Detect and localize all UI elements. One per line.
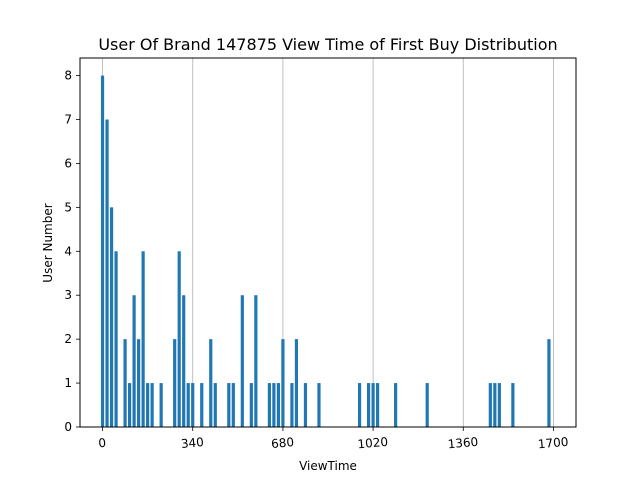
bar-24 xyxy=(254,295,258,427)
bar-34 xyxy=(366,383,371,427)
bar-8 xyxy=(141,251,145,427)
x-tick-label-5: 1700 xyxy=(537,435,569,452)
bar-18 xyxy=(209,339,213,427)
y-tick-label-5: 5 xyxy=(64,200,72,214)
plot-frame xyxy=(79,57,577,428)
y-tick-label-2: 2 xyxy=(64,332,72,346)
bar-31 xyxy=(303,383,308,427)
bar-2 xyxy=(109,207,114,427)
bar-40 xyxy=(493,383,497,427)
bar-11 xyxy=(159,383,163,427)
bar-14 xyxy=(182,295,186,427)
bar-33 xyxy=(357,383,362,427)
bar-38 xyxy=(425,383,429,427)
bar-1 xyxy=(105,119,109,427)
bar-36 xyxy=(376,383,380,427)
y-axis-ticks: 0 1 2 3 4 5 6 7 8 xyxy=(64,69,80,434)
bar-43 xyxy=(547,339,551,427)
y-tick-label-6: 6 xyxy=(64,156,72,170)
bar-4 xyxy=(123,339,127,427)
bar-25 xyxy=(267,383,271,427)
bar-41 xyxy=(497,383,501,427)
bar-0 xyxy=(100,75,105,428)
bar-5 xyxy=(128,383,132,427)
x-tick-label-3: 1020 xyxy=(357,435,389,452)
bar-3 xyxy=(114,251,118,427)
bar-19 xyxy=(213,383,217,427)
bar-28 xyxy=(281,339,285,427)
x-tick-label-4: 1360 xyxy=(447,435,479,452)
y-tick-label-7: 7 xyxy=(64,113,72,127)
x-tick-label-1: 340 xyxy=(180,435,204,451)
bar-29 xyxy=(290,383,294,427)
x-tick-label-0: 0 xyxy=(98,436,107,451)
bar-35 xyxy=(371,383,375,427)
x-axis-ticks: 0 340 680 1020 1360 1700 xyxy=(98,427,569,451)
bar-27 xyxy=(276,383,280,427)
bar-10 xyxy=(150,383,154,427)
x-tick-label-2: 680 xyxy=(271,435,295,451)
bar-6 xyxy=(132,295,136,427)
y-tick-label-3: 3 xyxy=(64,288,72,302)
y-tick-label-0: 0 xyxy=(64,420,72,434)
y-tick-label-1: 1 xyxy=(64,376,72,390)
bar-37 xyxy=(394,383,398,427)
y-tick-label-8: 8 xyxy=(64,69,72,83)
bar-17 xyxy=(200,383,204,427)
bar-42 xyxy=(511,383,515,427)
bar-16 xyxy=(191,383,195,427)
bar-20 xyxy=(227,383,231,427)
bar-15 xyxy=(186,383,190,427)
bar-12 xyxy=(173,339,177,427)
bar-26 xyxy=(272,383,276,427)
x-axis-label: ViewTime xyxy=(299,459,357,473)
bar-22 xyxy=(240,295,244,427)
bar-32 xyxy=(317,383,321,427)
bar-9 xyxy=(146,383,150,427)
y-tick-label-4: 4 xyxy=(64,244,72,258)
bar-30 xyxy=(294,339,299,427)
chart-title: User Of Brand 147875 View Time of First … xyxy=(98,35,557,54)
bar-23 xyxy=(249,383,253,427)
bar-13 xyxy=(177,251,181,427)
y-axis-label: User Number xyxy=(41,203,55,282)
bars xyxy=(100,75,551,428)
bar-7 xyxy=(137,339,141,427)
bar-21 xyxy=(231,383,235,427)
bar-39 xyxy=(488,383,492,427)
